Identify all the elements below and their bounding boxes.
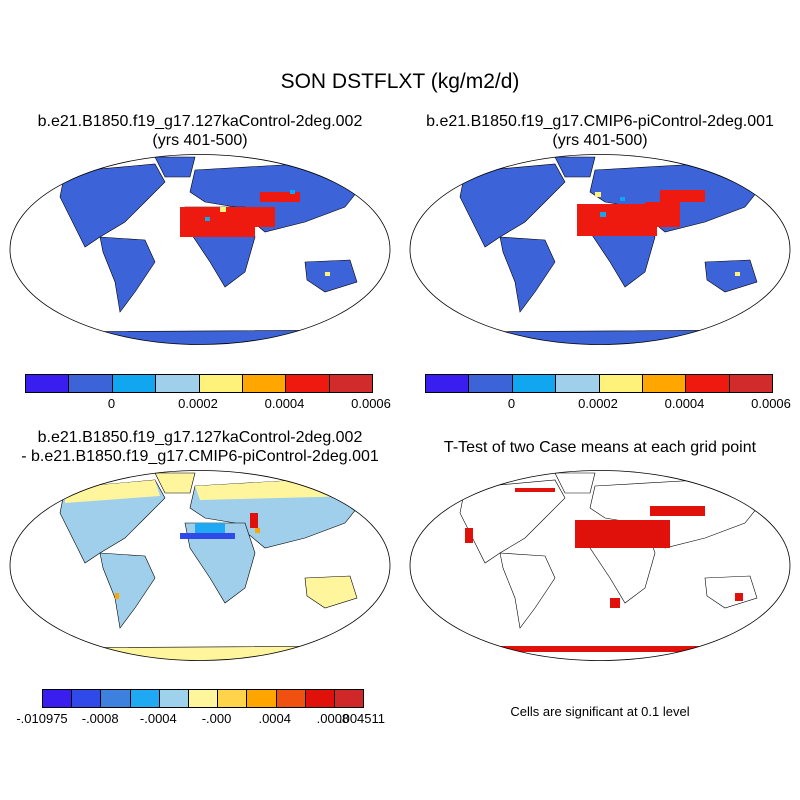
colorbar-label: 0	[107, 396, 116, 411]
panel-3-title: b.e21.B1850.f19_g17.127kaControl-2deg.00…	[0, 428, 400, 466]
colorbar-label: 0.0002	[578, 396, 618, 411]
yellow-patch	[595, 192, 601, 197]
colorbar-swatch	[729, 375, 772, 392]
antarctica-significant-cells	[485, 646, 715, 652]
colorbar-swatch	[156, 375, 200, 392]
colorbar-top-right-labels: 0 0.0002 0.0004 0.0006	[425, 396, 791, 412]
panel-2-title-line2: (yrs 401-500)	[552, 132, 648, 149]
greenland-land	[154, 472, 196, 494]
colorbar-label: .004511	[338, 711, 386, 726]
colorbar-label: 0.0004	[664, 396, 705, 411]
panel-1-title-line1: b.e21.B1850.f19_g17.127kaControl-2deg.00…	[37, 113, 363, 130]
colorbar-label: -.0008	[81, 711, 119, 726]
australia-outline	[704, 575, 758, 609]
central-asia-significant-cells	[650, 506, 705, 516]
arabia-positive-cells	[250, 513, 258, 528]
colorbar-swatch	[242, 375, 287, 392]
colorbar-difference-labels: -.010975 -.0008 -.0004 -.000 .0004 .0008…	[16, 711, 385, 727]
south-america-land	[499, 236, 556, 313]
africa-land	[184, 522, 256, 604]
panel-3-title-line1: b.e21.B1850.f19_g17.127kaControl-2deg.00…	[37, 429, 363, 446]
colorbar-swatch	[329, 375, 372, 392]
colorbar-swatch	[599, 375, 643, 392]
colorbar-swatch	[188, 690, 219, 707]
sahara-dust-region	[180, 207, 255, 237]
sahara-negative-cells	[195, 523, 225, 533]
colorbar-label: 0.0006	[751, 396, 791, 411]
sahara-dust-region	[577, 204, 657, 236]
ttest-note: Cells are significant at 0.1 level	[510, 704, 690, 719]
colorbar-swatch	[43, 690, 73, 707]
colorbar-swatch	[469, 375, 513, 392]
colorbar-label: 0.0006	[351, 396, 391, 411]
greenland-outline	[554, 472, 596, 494]
colorbar-swatch	[112, 375, 157, 392]
colorbar-label: -.000	[201, 711, 232, 726]
sahara-negative-band	[180, 533, 235, 539]
colorbar-swatch	[26, 375, 70, 392]
colorbar-swatch	[642, 375, 687, 392]
colorbar-label: 0.0004	[264, 396, 305, 411]
colorbar-swatch	[556, 375, 600, 392]
australia-land	[704, 259, 758, 293]
central-asia-dust-region	[260, 192, 300, 202]
greenland-land	[154, 156, 196, 178]
colorbar-top-left-labels: 0 0.0002 0.0004 0.0006	[25, 396, 391, 412]
yellow-patch	[220, 207, 226, 212]
colorbar-label: -.0004	[139, 711, 177, 726]
australia-land	[304, 575, 358, 609]
colorbar-swatch	[286, 375, 330, 392]
colorbar-swatch	[686, 375, 730, 392]
panel-2-title-line1: b.e21.B1850.f19_g17.CMIP6-piControl-2deg…	[426, 113, 774, 130]
australia-land	[304, 259, 358, 293]
arabia-dust-region	[245, 207, 275, 227]
south-america-land	[99, 552, 156, 629]
map-127ka-control	[9, 154, 391, 345]
panel-2-title: b.e21.B1850.f19_g17.CMIP6-piControl-2deg…	[400, 112, 800, 150]
north-america-north-land	[65, 480, 160, 503]
main-title: SON DSTFLXT (kg/m2/d)	[280, 70, 520, 93]
map-ttest	[409, 470, 791, 661]
colorbar-swatch	[69, 375, 113, 392]
colorbar-swatch	[247, 690, 277, 707]
cyan-patch	[205, 217, 210, 221]
map-piControl	[409, 154, 791, 345]
colorbar-top-right	[425, 374, 773, 393]
colorbar-swatch	[218, 690, 248, 707]
colorbar-swatch	[276, 690, 306, 707]
greenland-land	[554, 156, 596, 178]
north-america-land	[59, 163, 166, 248]
colorbar-swatch	[426, 375, 470, 392]
colorbar-swatch	[334, 690, 364, 707]
panel-1-title-line2: (yrs 401-500)	[152, 132, 248, 149]
panel-4-title-line1: T-Test of two Case means at each grid po…	[443, 439, 757, 456]
colorbar-swatch	[199, 375, 243, 392]
colorbar-label: -.010975	[16, 711, 68, 726]
map-difference	[9, 470, 391, 661]
colorbar-swatch	[130, 690, 160, 707]
colorbar-label: 0.0002	[178, 396, 218, 411]
colorbar-swatch	[305, 690, 335, 707]
colorbar-label: .0004	[258, 711, 292, 726]
colorbar-difference	[42, 689, 364, 708]
colorbar-top-left	[25, 374, 373, 393]
central-asia-dust-region	[660, 190, 705, 202]
panel-4-title: T-Test of two Case means at each grid po…	[400, 438, 800, 457]
colorbar-swatch	[512, 375, 557, 392]
colorbar-swatch	[101, 690, 131, 707]
cyan-patch	[600, 212, 606, 217]
north-america-land	[459, 163, 566, 248]
colorbar-label: .0008	[316, 711, 350, 726]
sahara-significant-cells	[575, 520, 670, 548]
south-america-outline	[499, 552, 556, 629]
colorbar-label: 0	[507, 396, 516, 411]
south-america-land	[99, 236, 156, 313]
arabia-dust-region	[645, 202, 680, 227]
colorbar-swatch	[72, 690, 102, 707]
panel-3-title-line2: - b.e21.B1850.f19_g17.CMIP6-piControl-2d…	[21, 448, 379, 465]
colorbar-swatch	[159, 690, 189, 707]
panel-1-title: b.e21.B1850.f19_g17.127kaControl-2deg.00…	[0, 112, 400, 150]
